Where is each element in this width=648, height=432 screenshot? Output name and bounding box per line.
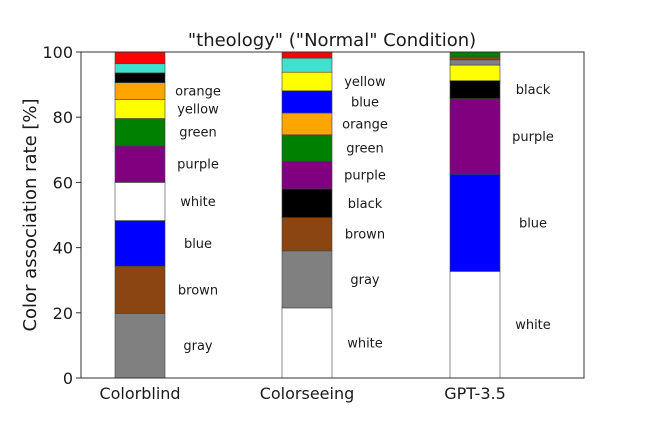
- bar-segment-green: [281, 134, 333, 162]
- bar-segment-white: [114, 182, 166, 221]
- y-tick-label: 40: [53, 239, 73, 258]
- bar-segment-white: [449, 271, 501, 379]
- bar-colorseeing: [281, 51, 333, 379]
- segment-label-green: green: [179, 126, 217, 141]
- bar-segment-yellow: [281, 71, 333, 92]
- segment-label-white: white: [180, 195, 216, 210]
- y-axis-ticks: 0 20 40 60 80 100: [42, 43, 81, 388]
- bar-segment-turquoise: [281, 57, 333, 73]
- segment-label-yellow: yellow: [177, 103, 219, 118]
- bar-segment-green: [449, 51, 501, 58]
- bar-segment-yellow: [114, 99, 166, 119]
- bar-segment-gray: [114, 313, 166, 379]
- segment-label-purple: purple: [344, 169, 386, 184]
- y-tick-label: 60: [53, 173, 73, 192]
- segment-label-gray: gray: [350, 273, 380, 288]
- y-tick-label: 100: [42, 43, 73, 62]
- bar-segment-red: [281, 51, 333, 59]
- bar-segment-black: [281, 188, 333, 218]
- bar-segment-turquoise: [114, 63, 166, 74]
- chart-title: "theology" ("Normal" Condition): [188, 30, 476, 51]
- x-tick-label: Colorblind: [99, 384, 180, 403]
- segment-label-yellow: yellow: [344, 75, 386, 90]
- segment-label-black: black: [348, 197, 383, 212]
- segment-label-blue: blue: [519, 216, 547, 231]
- bar-segment-yellow: [449, 64, 501, 81]
- x-tick-label: Colorseeing: [260, 384, 355, 403]
- bars-layer: [114, 51, 501, 379]
- segment-label-blue: blue: [184, 237, 212, 252]
- bar-segment-black: [114, 72, 166, 83]
- segment-label-black: black: [516, 83, 551, 98]
- bar-segment-black: [449, 80, 501, 99]
- bar-segment-gray: [449, 59, 501, 66]
- y-tick-label: 0: [63, 369, 73, 388]
- y-axis-label: Color association rate [%]: [20, 98, 41, 331]
- plot-frame: [80, 51, 585, 379]
- bar-segment-blue: [114, 220, 166, 267]
- segment-label-orange: orange: [342, 117, 388, 132]
- segment-label-brown: brown: [345, 228, 385, 243]
- segment-label-gray: gray: [183, 339, 213, 354]
- y-tick-label: 20: [53, 304, 73, 323]
- bar-segment-green: [114, 118, 166, 147]
- segment-label-blue: blue: [351, 95, 379, 110]
- bar-segment-brown: [114, 265, 166, 314]
- bar-gpt-3-5: [449, 51, 501, 379]
- bar-segment-purple: [114, 145, 166, 183]
- bar-segment-red: [114, 51, 166, 65]
- bar-segment-purple: [281, 160, 333, 190]
- bar-colorblind: [114, 51, 166, 379]
- segment-label-brown: brown: [178, 283, 218, 298]
- segment-label-white: white: [515, 318, 551, 333]
- segment-label-orange: orange: [175, 85, 221, 100]
- segment-label-purple: purple: [512, 130, 554, 145]
- x-tick-label: GPT-3.5: [444, 384, 506, 403]
- bar-segment-purple: [449, 98, 501, 175]
- bar-segment-white: [281, 307, 333, 379]
- bar-segment-brown: [449, 56, 501, 61]
- segment-labels-layer: gray brown blue white purple green yellow orang…: [175, 75, 554, 354]
- bar-segment-orange: [114, 82, 166, 100]
- bar-segment-blue: [281, 90, 333, 114]
- segment-label-purple: purple: [177, 158, 219, 173]
- y-tick-label: 80: [53, 108, 73, 127]
- x-axis-ticks: Colorblind Colorseeing GPT-3.5: [99, 384, 505, 403]
- bar-segment-orange: [281, 112, 333, 136]
- bar-segment-gray: [281, 250, 333, 309]
- segment-label-green: green: [346, 142, 384, 157]
- bar-segment-brown: [281, 217, 333, 252]
- bar-segment-blue: [449, 173, 501, 272]
- segment-label-white: white: [347, 336, 383, 351]
